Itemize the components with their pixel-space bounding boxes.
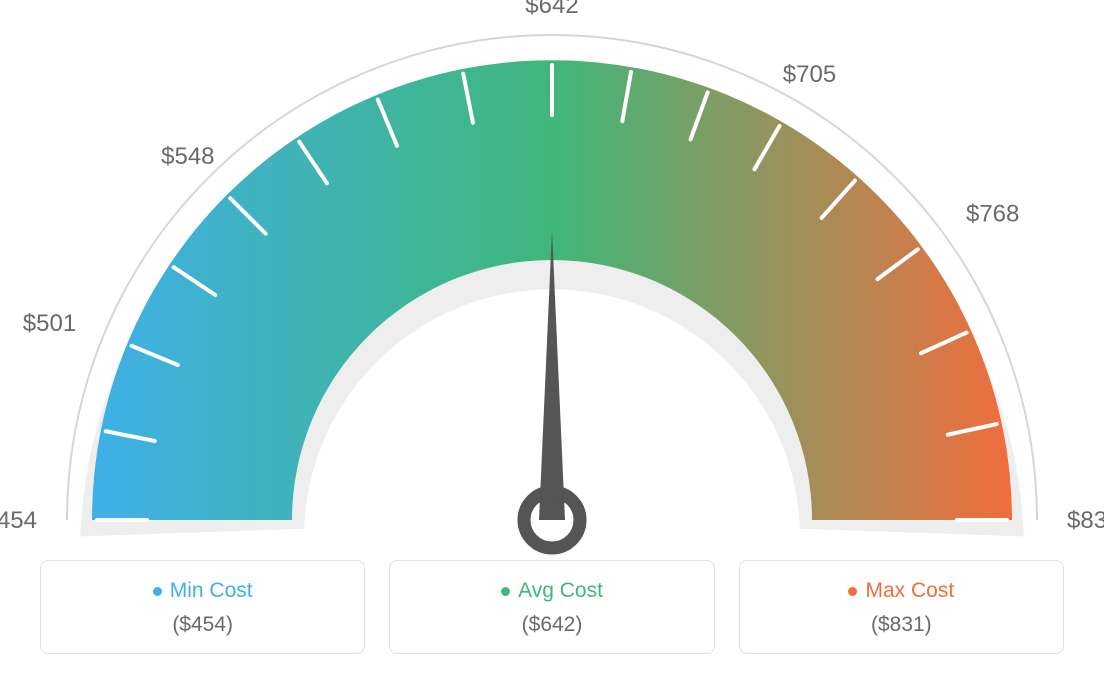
legend-dot-icon [848, 587, 857, 596]
legend-label-text: Avg Cost [518, 579, 603, 603]
legend-label-text: Max Cost [865, 579, 954, 603]
gauge-chart: $454 $501 $548 $642 $705 $768 $831 [0, 0, 1104, 560]
legend-value-avg: ($642) [522, 613, 583, 637]
legend-card-min: Min Cost ($454) [40, 560, 365, 654]
legend-value-min: ($454) [172, 613, 233, 637]
gauge-scale-label: $501 [23, 310, 76, 337]
legend-label-text: Min Cost [170, 579, 253, 603]
legend-value-max: ($831) [871, 613, 932, 637]
gauge-scale-label: $642 [525, 0, 578, 19]
legend-row: Min Cost ($454) Avg Cost ($642) Max Cost… [0, 560, 1104, 654]
gauge-scale-label: $548 [161, 143, 214, 170]
legend-label-avg: Avg Cost [501, 579, 603, 603]
legend-label-max: Max Cost [848, 579, 954, 603]
legend-dot-icon [153, 587, 162, 596]
gauge-scale-label: $705 [783, 61, 836, 88]
legend-card-avg: Avg Cost ($642) [389, 560, 714, 654]
legend-dot-icon [501, 587, 510, 596]
gauge-scale-label: $831 [1067, 507, 1104, 534]
gauge-scale-label: $768 [966, 201, 1019, 228]
legend-label-min: Min Cost [153, 579, 253, 603]
legend-card-max: Max Cost ($831) [739, 560, 1064, 654]
gauge-svg: $454 $501 $548 $642 $705 $768 $831 [0, 0, 1104, 560]
gauge-scale-label: $454 [0, 507, 37, 534]
